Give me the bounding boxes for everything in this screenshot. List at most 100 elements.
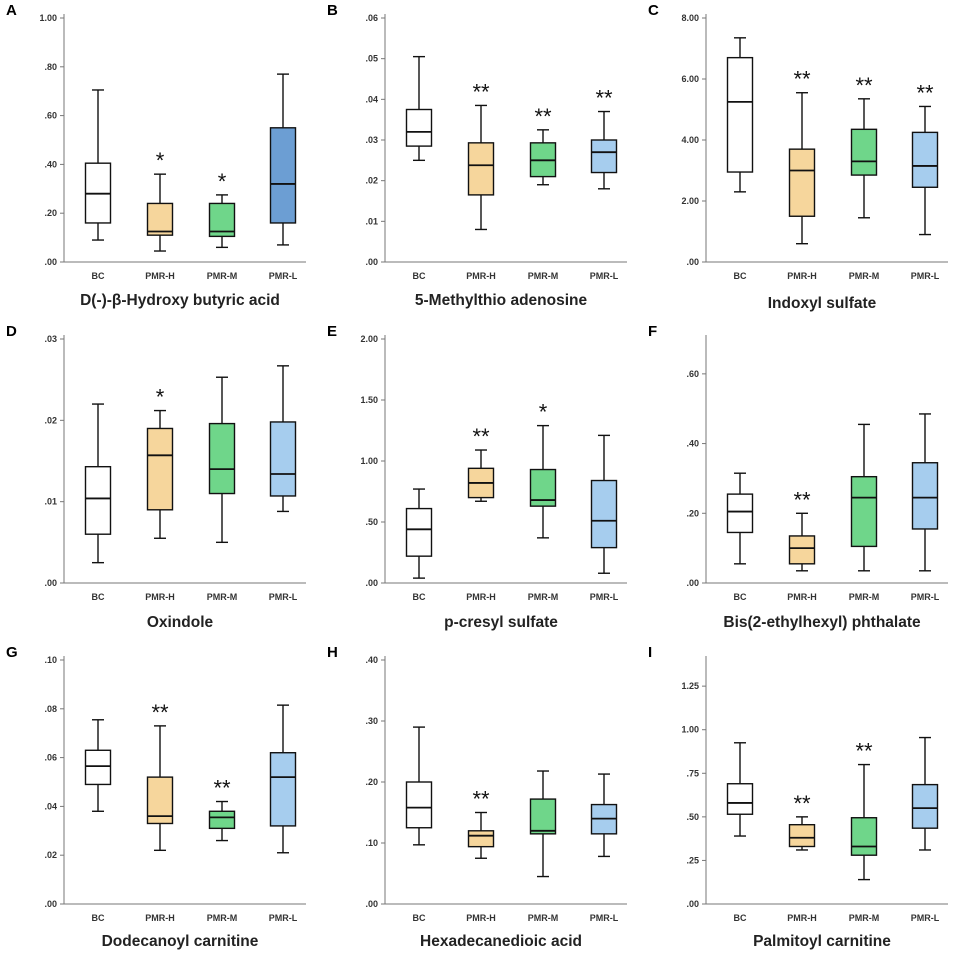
box-pmr-l xyxy=(269,752,297,827)
significance-marker: ** xyxy=(916,80,934,105)
x-tick-label: PMR-L xyxy=(590,592,619,602)
y-tick-label: .00 xyxy=(44,578,57,588)
panel-letter: I xyxy=(648,644,653,661)
box-pmr-m xyxy=(208,810,236,830)
y-tick-label: .10 xyxy=(365,838,378,848)
box-pmr-l xyxy=(911,783,939,829)
box-bc xyxy=(726,493,754,534)
significance-marker: * xyxy=(156,385,165,410)
boxplot-chart-b: .00 .01 .02 .03 .04 .05 .06 BC PMR-H ** PMR-M ** PMR… xyxy=(365,13,627,281)
x-tick-label: PMR-M xyxy=(849,271,880,281)
box-pmr-h xyxy=(146,202,174,236)
y-tick-label: .01 xyxy=(44,497,57,507)
chart-title: 5-Methylthio adenosine xyxy=(414,292,588,309)
x-tick-label: PMR-M xyxy=(528,592,559,602)
significance-marker: ** xyxy=(472,424,490,449)
boxplot-chart-h: .00 .10 .20 .30 .40 BC PMR-H ** PMR-M PMR-L xyxy=(365,655,627,923)
y-tick-label: .02 xyxy=(365,176,378,186)
panel-letter: D xyxy=(6,323,17,340)
y-tick-label: .06 xyxy=(365,13,378,23)
x-tick-label: BC xyxy=(92,913,105,923)
boxplot-chart-i: .00 .25 .50 .75 1.00 1.25 BC PMR-H ** PMR-M ** PMR-… xyxy=(681,656,948,923)
y-tick-label: 4.00 xyxy=(681,135,699,145)
boxplot-chart-d: .00 .01 .02 .03 BC PMR-H * PMR-M PMR-L xyxy=(44,334,306,602)
significance-marker: ** xyxy=(213,776,231,801)
y-tick-label: .00 xyxy=(365,578,378,588)
x-tick-label: BC xyxy=(413,271,426,281)
box-bc xyxy=(405,507,433,557)
box-bc xyxy=(84,465,112,535)
panel-a: A .00 .20 .40 .60 .80 1.00 BC PMR-H * PMR-M * PMR-L… xyxy=(0,0,321,321)
significance-marker: ** xyxy=(793,791,811,816)
x-tick-label: BC xyxy=(92,592,105,602)
y-tick-label: .08 xyxy=(44,704,57,714)
box-bc xyxy=(726,56,754,173)
box-bc xyxy=(405,108,433,147)
y-tick-label: .25 xyxy=(686,855,699,865)
y-tick-label: .20 xyxy=(44,208,57,218)
y-tick-label: .00 xyxy=(686,257,699,267)
box-pmr-h xyxy=(788,148,816,217)
box-pmr-m xyxy=(529,798,557,835)
y-tick-label: .03 xyxy=(44,334,57,344)
x-tick-label: PMR-L xyxy=(590,913,619,923)
x-tick-label: PMR-H xyxy=(466,592,496,602)
box-pmr-l xyxy=(269,421,297,497)
x-tick-label: PMR-H xyxy=(145,271,175,281)
box-pmr-h xyxy=(467,142,495,196)
y-tick-label: .80 xyxy=(44,62,57,72)
significance-marker: ** xyxy=(793,67,811,92)
box-pmr-l xyxy=(911,462,939,530)
box-pmr-h xyxy=(788,535,816,565)
x-tick-label: BC xyxy=(413,592,426,602)
y-tick-label: .00 xyxy=(365,899,378,909)
boxplot-chart-c: .00 2.00 4.00 6.00 8.00 BC PMR-H ** PMR-M ** PMR-L… xyxy=(681,13,948,281)
y-tick-label: .00 xyxy=(686,899,699,909)
significance-marker: ** xyxy=(472,79,490,104)
box-pmr-h xyxy=(467,830,495,848)
y-tick-label: .00 xyxy=(44,899,57,909)
panel-e: E .00 .50 1.00 1.50 2.00 BC PMR-H ** PMR-M * PMR-L… xyxy=(321,321,642,642)
box-pmr-l xyxy=(269,127,297,224)
x-tick-label: BC xyxy=(734,592,747,602)
x-tick-label: PMR-M xyxy=(207,592,238,602)
x-tick-label: PMR-M xyxy=(849,592,880,602)
box-pmr-h xyxy=(788,823,816,848)
y-tick-label: .30 xyxy=(365,716,378,726)
panel-letter: A xyxy=(6,2,17,19)
chart-title: Indoxyl sulfate xyxy=(767,295,877,312)
boxplot-chart-f: .00 .20 .40 .60 BC PMR-H ** PMR-M PMR-L xyxy=(686,335,948,602)
box-pmr-m xyxy=(850,128,878,176)
y-tick-label: .02 xyxy=(44,850,57,860)
significance-marker: ** xyxy=(855,73,873,98)
significance-marker: * xyxy=(218,169,227,194)
y-tick-label: .40 xyxy=(365,655,378,665)
y-tick-label: .60 xyxy=(686,369,699,379)
x-tick-label: PMR-H xyxy=(787,271,817,281)
panel-letter: B xyxy=(327,2,338,19)
boxplot-chart-a: .00 .20 .40 .60 .80 1.00 BC PMR-H * PMR-M * PMR-L xyxy=(39,13,306,281)
significance-marker: ** xyxy=(793,487,811,512)
y-tick-label: .50 xyxy=(686,812,699,822)
boxplot-chart-e: .00 .50 1.00 1.50 2.00 BC PMR-H ** PMR-M * PMR-L xyxy=(360,334,627,602)
x-tick-label: PMR-H xyxy=(787,913,817,923)
y-tick-label: .00 xyxy=(686,578,699,588)
box-pmr-m xyxy=(850,817,878,856)
significance-marker: ** xyxy=(595,86,613,111)
y-tick-label: 1.25 xyxy=(681,681,699,691)
chart-title: Bis(2-ethylhexyl) phthalate xyxy=(723,614,921,631)
box-pmr-l xyxy=(911,131,939,188)
panel-h: H .00 .10 .20 .30 .40 BC PMR-H ** PMR-M PMR-L Hex… xyxy=(321,642,642,963)
significance-marker: * xyxy=(539,400,548,425)
chart-title: Palmitoyl carnitine xyxy=(753,933,891,950)
chart-title: Hexadecanedioic acid xyxy=(420,933,582,950)
y-tick-label: 1.00 xyxy=(360,456,378,466)
y-tick-label: .75 xyxy=(686,768,699,778)
x-tick-label: PMR-H xyxy=(466,913,496,923)
y-tick-label: .50 xyxy=(365,517,378,527)
box-bc xyxy=(405,781,433,829)
significance-marker: ** xyxy=(151,700,169,725)
boxplot-chart-g: .00 .02 .04 .06 .08 .10 BC PMR-H ** PMR-M ** PMR-L xyxy=(44,655,306,923)
panel-g: G .00 .02 .04 .06 .08 .10 BC PMR-H ** PMR-M ** PMR-… xyxy=(0,642,321,963)
x-tick-label: PMR-M xyxy=(528,271,559,281)
